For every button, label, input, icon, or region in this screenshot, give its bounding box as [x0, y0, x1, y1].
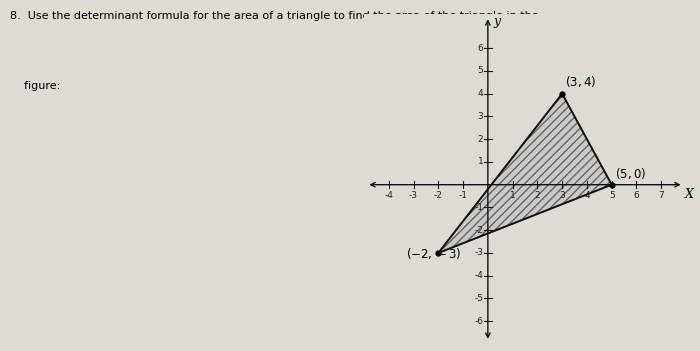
Text: 3: 3 — [477, 112, 484, 121]
Text: -1: -1 — [475, 203, 484, 212]
Text: figure:: figure: — [10, 81, 61, 91]
Text: -3: -3 — [475, 249, 484, 258]
Text: -5: -5 — [475, 294, 484, 303]
Text: 4: 4 — [478, 89, 484, 98]
Text: -4: -4 — [475, 271, 484, 280]
Text: 7: 7 — [659, 191, 664, 200]
Text: -6: -6 — [475, 317, 484, 326]
Text: 2: 2 — [535, 191, 540, 200]
Text: 5: 5 — [609, 191, 615, 200]
Text: 3: 3 — [559, 191, 565, 200]
Text: 8.  Use the determinant formula for the area of a triangle to find the area of t: 8. Use the determinant formula for the a… — [10, 11, 539, 20]
Text: -4: -4 — [384, 191, 393, 200]
Text: -1: -1 — [458, 191, 468, 200]
Text: $(-2,-3)$: $(-2,-3)$ — [406, 246, 461, 261]
Text: -2: -2 — [434, 191, 442, 200]
Text: $(5,0)$: $(5,0)$ — [615, 166, 647, 181]
Text: 2: 2 — [478, 135, 484, 144]
Text: -2: -2 — [475, 226, 484, 235]
Text: 4: 4 — [584, 191, 589, 200]
Text: 5: 5 — [477, 66, 484, 75]
Text: 6: 6 — [634, 191, 639, 200]
Text: 6: 6 — [477, 44, 484, 53]
Text: $(3,4)$: $(3,4)$ — [565, 74, 596, 89]
Text: -3: -3 — [409, 191, 418, 200]
Text: y: y — [494, 15, 500, 28]
Text: 1: 1 — [510, 191, 515, 200]
Text: 1: 1 — [477, 158, 484, 166]
Text: X: X — [685, 188, 694, 201]
